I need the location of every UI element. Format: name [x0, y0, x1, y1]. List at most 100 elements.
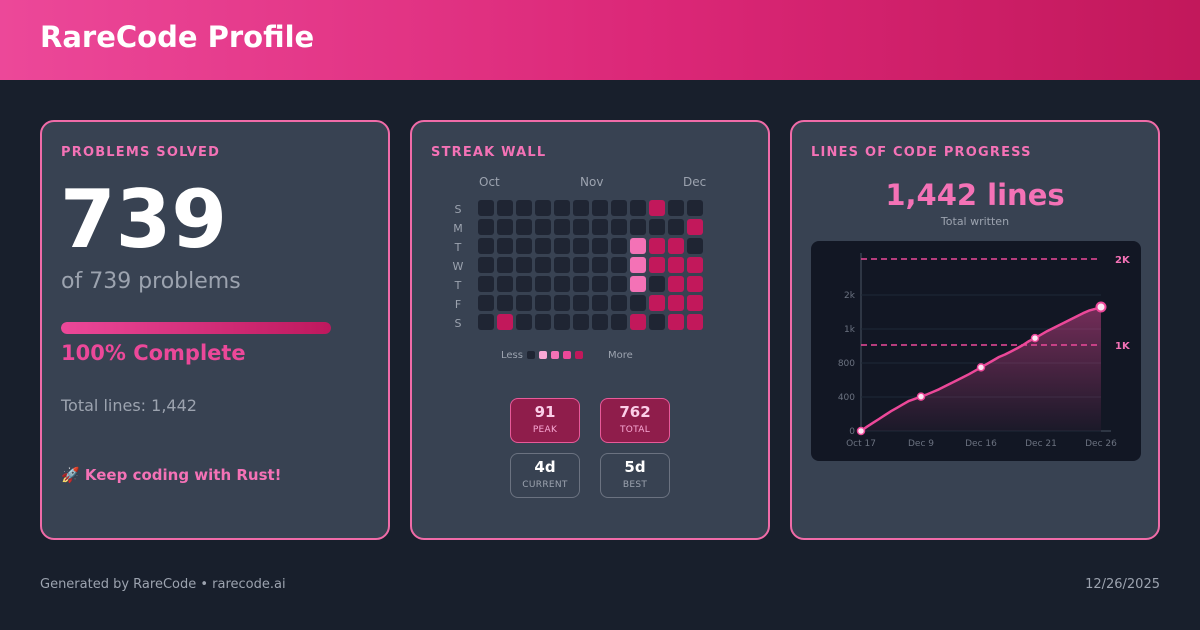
- heatmap-cell: [649, 238, 665, 254]
- heatmap-cell: [516, 257, 532, 273]
- heatmap-cell: [592, 238, 608, 254]
- heatmap-cell: [630, 238, 646, 254]
- heatmap-cell: [687, 219, 703, 235]
- stat-value: 91: [534, 403, 556, 421]
- x-tick-label: Oct 17: [846, 439, 876, 449]
- heatmap-cell: [649, 257, 665, 273]
- heatmap-cell: [478, 257, 494, 273]
- footer-date: 12/26/2025: [1085, 577, 1160, 592]
- heatmap-cell: [554, 314, 570, 330]
- heatmap-cell: [611, 314, 627, 330]
- heatmap-cell: [687, 200, 703, 216]
- heatmap-cell: [668, 238, 684, 254]
- heatmap-cell: [535, 200, 551, 216]
- heatmap-cell: [668, 295, 684, 311]
- total-problems-text: of 739 problems: [61, 269, 241, 294]
- heatmap-cell: [687, 314, 703, 330]
- heatmap-cell: [516, 314, 532, 330]
- heatmap-cell: [573, 238, 589, 254]
- heatmap-cell: [478, 200, 494, 216]
- card-title: STREAK WALL: [431, 145, 547, 160]
- heatmap-cell: [554, 200, 570, 216]
- legend-swatch: [575, 351, 583, 359]
- x-tick-label: Dec 9: [908, 439, 934, 449]
- progress-fill: [61, 322, 331, 334]
- heatmap-cell: [649, 314, 665, 330]
- y-tick-label: 0: [849, 427, 855, 437]
- heatmap-cell: [478, 314, 494, 330]
- heatmap-cell: [630, 257, 646, 273]
- legend-less: Less: [501, 350, 523, 361]
- heatmap-cell: [668, 200, 684, 216]
- day-label: T: [454, 279, 462, 292]
- heatmap-cell: [649, 200, 665, 216]
- loc-chart: 0 400 800 1k 2k Oct 17 Dec 9 Dec 16 Dec 21 Dec 26…: [811, 241, 1141, 461]
- heatmap-cell: [611, 200, 627, 216]
- y-tick-label: 2k: [844, 291, 856, 301]
- solved-count: 739: [60, 173, 227, 266]
- x-tick-label: Dec 26: [1085, 439, 1117, 449]
- legend-swatch: [539, 351, 547, 359]
- day-label: S: [454, 203, 462, 216]
- header-banner: RareCode Profile: [0, 0, 1200, 80]
- heatmap-cell: [611, 295, 627, 311]
- stat-peak: 91 PEAK: [510, 398, 580, 443]
- heatmap-cell: [535, 314, 551, 330]
- heatmap-cell: [516, 219, 532, 235]
- heatmap-cell: [516, 200, 532, 216]
- threshold-label: 1K: [1115, 341, 1131, 352]
- y-tick-label: 1k: [844, 325, 856, 335]
- data-point: [976, 363, 986, 372]
- heatmap-cell: [535, 276, 551, 292]
- heatmap-cell: [516, 238, 532, 254]
- page-title: RareCode Profile: [40, 20, 315, 54]
- day-label: T: [454, 241, 462, 254]
- heatmap-cell: [592, 219, 608, 235]
- data-point: [1030, 333, 1040, 343]
- day-label: F: [454, 298, 462, 311]
- heatmap-cell: [516, 295, 532, 311]
- heatmap-cell: [573, 276, 589, 292]
- stat-label: BEST: [622, 480, 648, 490]
- x-tick-label: Dec 21: [1025, 439, 1057, 449]
- y-tick-label: 800: [838, 359, 855, 369]
- loc-total: 1,442 lines: [885, 178, 1065, 212]
- lines-of-code-card: LINES OF CODE PROGRESS 1,442 lines Total…: [790, 120, 1160, 540]
- month-label: Dec: [683, 175, 707, 189]
- y-tick-label: 400: [838, 393, 855, 403]
- heatmap-cell: [573, 219, 589, 235]
- heatmap-cell: [497, 314, 513, 330]
- heatmap-cell: [592, 314, 608, 330]
- heatmap-cell: [516, 276, 532, 292]
- data-point: [856, 426, 866, 436]
- day-label: M: [453, 222, 463, 235]
- heatmap-cell: [554, 238, 570, 254]
- loc-chart-svg: 0 400 800 1k 2k Oct 17 Dec 9 Dec 16 Dec 21 Dec 26…: [838, 253, 1131, 449]
- loc-subtitle: Total written: [940, 215, 1010, 228]
- heatmap-cell: [497, 276, 513, 292]
- heatmap-cell: [592, 295, 608, 311]
- heatmap-cell: [611, 257, 627, 273]
- heatmap-cell: [592, 200, 608, 216]
- total-lines-text: Total lines: 1,442: [61, 396, 197, 415]
- heatmap-cell: [497, 238, 513, 254]
- heatmap-cell: [687, 295, 703, 311]
- heatmap-cell: [630, 295, 646, 311]
- footer-credit: Generated by RareCode • rarecode.ai: [40, 577, 286, 592]
- heatmap-cell: [630, 219, 646, 235]
- x-tick-label: Dec 16: [965, 439, 997, 449]
- heatmap-cell: [592, 257, 608, 273]
- heatmap-cell: [554, 219, 570, 235]
- heatmap-cell: [535, 219, 551, 235]
- heatmap-cell: [573, 200, 589, 216]
- legend-swatch: [527, 351, 535, 359]
- heatmap-cell: [535, 238, 551, 254]
- card-title: LINES OF CODE PROGRESS: [811, 145, 1032, 160]
- heatmap-cell: [554, 257, 570, 273]
- heatmap-cell: [630, 276, 646, 292]
- day-label: W: [452, 260, 464, 273]
- heatmap-cell: [535, 295, 551, 311]
- heatmap-cell: [611, 276, 627, 292]
- data-point: [916, 392, 926, 401]
- heatmap-cell: [478, 238, 494, 254]
